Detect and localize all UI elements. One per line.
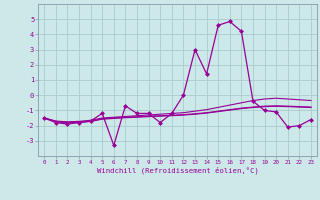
X-axis label: Windchill (Refroidissement éolien,°C): Windchill (Refroidissement éolien,°C) bbox=[97, 167, 259, 174]
